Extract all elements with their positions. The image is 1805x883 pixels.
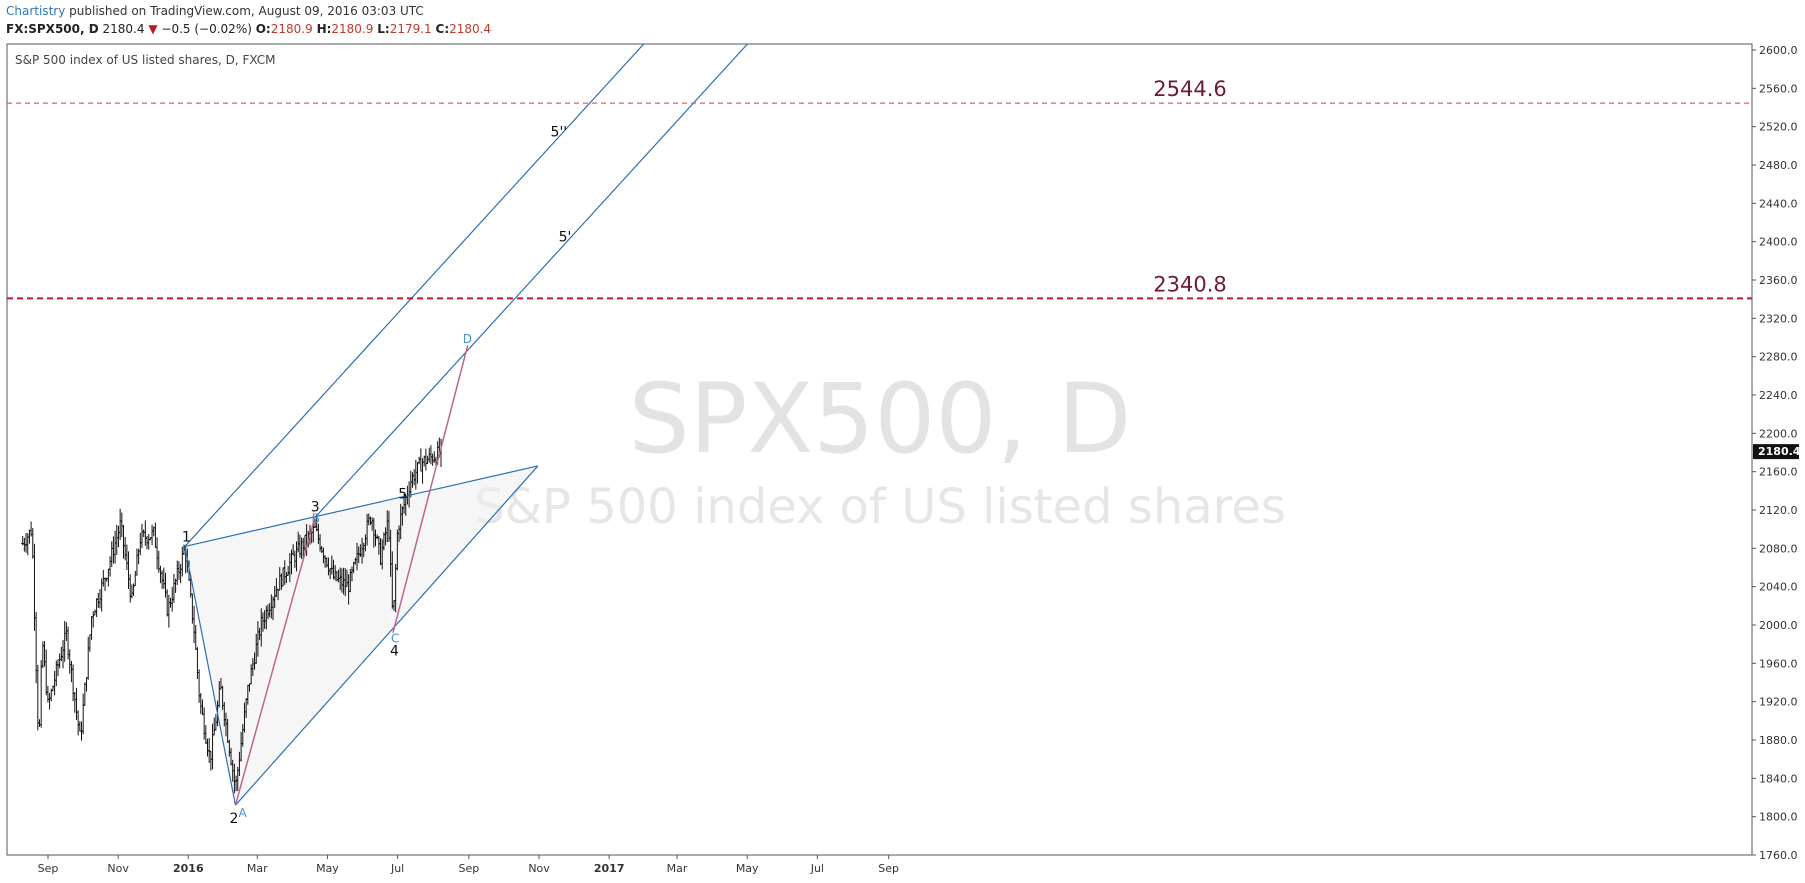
open-value: 2180.9 <box>270 22 313 36</box>
x-tick-label: Mar <box>667 862 688 875</box>
high-label: H: <box>316 22 332 36</box>
x-tick-label: Jul <box>390 862 404 875</box>
y-tick-label: 2480.0 <box>1759 159 1798 172</box>
low-value: 2179.1 <box>389 22 432 36</box>
y-tick-label: 2000.0 <box>1759 619 1798 632</box>
publish-info: Chartistry published on TradingView.com,… <box>6 4 424 18</box>
y-tick-label: 1800.0 <box>1759 811 1798 824</box>
x-tick-label: May <box>736 862 759 875</box>
abcd-label: B <box>312 512 320 526</box>
level-label-1: 2340.8 <box>1153 272 1226 296</box>
x-tick-label: Nov <box>528 862 550 875</box>
low-label: L: <box>377 22 390 36</box>
y-tick-label: 1840.0 <box>1759 772 1798 785</box>
wave-label: 5' <box>559 230 572 246</box>
wedge-line-1-2[interactable] <box>184 546 237 806</box>
wave-label: 1 <box>182 529 191 545</box>
price-axis: 2600.0 2560.0 2520.0 2480.0 2440.0 2400.0 2360… <box>1752 44 1801 862</box>
watermark-name: S&P 500 index of US listed shares <box>474 479 1286 535</box>
abcd-label: C <box>391 632 399 646</box>
y-tick-label: 2280.0 <box>1759 351 1798 364</box>
wave-label: 2 <box>229 811 238 827</box>
wave-label: 4 <box>390 644 399 660</box>
change-value: −0.5 (−0.02%) <box>161 22 252 36</box>
y-tick-label: 2200.0 <box>1759 427 1798 440</box>
high-value: 2180.9 <box>331 22 374 36</box>
x-tick-label: Sep <box>459 862 480 875</box>
last-price-tag <box>1753 444 1799 460</box>
chart-header: Chartistry published on TradingView.com,… <box>0 0 1805 44</box>
wedge-fill <box>184 465 538 806</box>
ohlc-bars <box>21 437 443 794</box>
y-tick-label: 2040.0 <box>1759 581 1798 594</box>
close-label: C: <box>435 22 450 36</box>
wave-label: 3 <box>311 500 320 516</box>
wave-label: 5'' <box>551 124 568 140</box>
y-tick-label: 2360.0 <box>1759 274 1798 287</box>
abcd-label: D <box>463 332 472 346</box>
y-tick-label: 2520.0 <box>1759 121 1798 134</box>
x-tick-label: 2017 <box>594 862 625 875</box>
y-tick-label: 2160.0 <box>1759 466 1798 479</box>
abcd-label: A <box>238 806 247 820</box>
symbol-label: FX:SPX500, D <box>6 22 99 36</box>
author-link[interactable]: Chartistry <box>6 4 66 18</box>
close-value: 2180.4 <box>449 22 492 36</box>
y-tick-label: 2400.0 <box>1759 236 1798 249</box>
y-tick-label: 2320.0 <box>1759 312 1798 325</box>
x-tick-label: May <box>316 862 339 875</box>
y-tick-label: 1760.0 <box>1759 849 1798 862</box>
y-tick-label: 2440.0 <box>1759 197 1798 210</box>
abcd-line-ab[interactable] <box>234 517 316 806</box>
y-tick-label: 2600.0 <box>1759 44 1798 57</box>
x-tick-label: 2016 <box>173 862 204 875</box>
last-price-label: 2180.4 <box>1758 445 1801 458</box>
wedge-upper-line[interactable] <box>184 465 539 548</box>
x-tick-label: Jul <box>810 862 824 875</box>
x-tick-label: Sep <box>878 862 899 875</box>
x-tick-label: Nov <box>107 862 129 875</box>
time-axis: Sep Nov 2016 Mar May Jul Sep Nov 2017 Mar May Jul Se… <box>38 855 899 875</box>
y-tick-label: 1920.0 <box>1759 696 1798 709</box>
x-tick-label: Mar <box>247 862 268 875</box>
abcd-line-cd[interactable] <box>392 344 469 633</box>
y-tick-label: 2560.0 <box>1759 82 1798 95</box>
y-tick-label: 2080.0 <box>1759 542 1798 555</box>
open-label: O: <box>255 22 271 36</box>
down-arrow-icon: ▼ <box>148 22 158 36</box>
y-tick-label: 1880.0 <box>1759 734 1798 747</box>
ohlc-legend: FX:SPX500, D 2180.4 ▼ −0.5 (−0.02%) O:21… <box>6 22 491 36</box>
chart-title: S&P 500 index of US listed shares, D, FX… <box>15 53 275 67</box>
y-tick-label: 2120.0 <box>1759 504 1798 517</box>
wedge-lower-line[interactable] <box>235 465 539 806</box>
wave-label: 5 <box>398 487 407 503</box>
y-tick-label: 2240.0 <box>1759 389 1798 402</box>
watermark-symbol: SPX500, D <box>629 363 1132 475</box>
y-tick-label: 1960.0 <box>1759 657 1798 670</box>
published-text: published on TradingView.com, August 09,… <box>69 4 424 18</box>
last-value: 2180.4 <box>102 22 145 36</box>
level-label-0: 2544.6 <box>1153 77 1226 101</box>
x-tick-label: Sep <box>38 862 59 875</box>
